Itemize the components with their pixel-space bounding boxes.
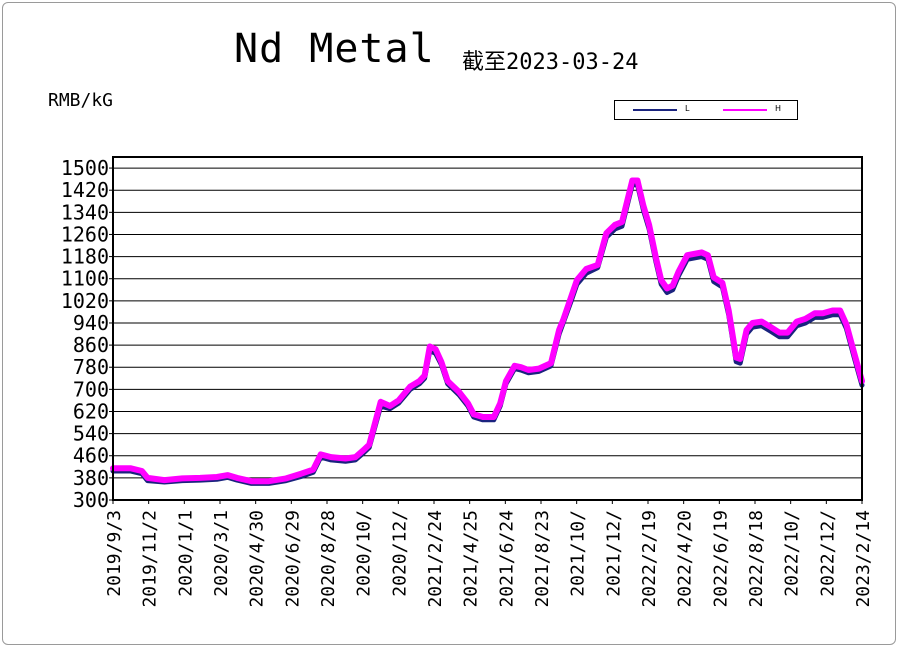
x-tick-label: 2021/4/25 (461, 510, 482, 608)
x-tick-label: 2020/12/ (389, 510, 410, 597)
x-tick-label: 2022/4/20 (675, 510, 696, 608)
plot-border (112, 156, 863, 501)
x-tick-label: 2020/3/1 (211, 510, 232, 597)
plot-area (113, 157, 862, 500)
x-tick-label: 2022/10/ (782, 510, 803, 597)
y-tick-label: 1340 (61, 200, 109, 224)
y-tick-label: 1500 (61, 156, 109, 180)
y-tick-label: 940 (73, 311, 109, 335)
legend-swatch-l (633, 109, 677, 111)
x-tick-label: 2019/11/2 (140, 510, 161, 608)
x-tick-label: 2021/8/23 (532, 510, 553, 608)
x-tick-label: 2023/2/14 (853, 510, 874, 608)
x-tick-label: 2021/12/ (603, 510, 624, 597)
y-tick-label: 380 (73, 466, 109, 490)
x-tick-label: 2020/1/1 (175, 510, 196, 597)
y-tick-label: 460 (73, 444, 109, 468)
x-tick-label: 2021/6/24 (496, 510, 517, 608)
y-tick-label: 1180 (61, 245, 109, 269)
y-tick-label: 1420 (61, 178, 109, 202)
chart-title: Nd Metal (234, 26, 435, 72)
x-tick-label: 2021/2/24 (425, 510, 446, 608)
y-tick-label: 1260 (61, 222, 109, 246)
y-tick-label: 860 (73, 333, 109, 357)
y-tick-label: 780 (73, 355, 109, 379)
y-tick-label: 1100 (61, 267, 109, 291)
x-tick-label: 2022/6/19 (710, 510, 731, 608)
legend-swatch-h (723, 109, 767, 111)
x-tick-label: 2022/2/19 (639, 510, 660, 608)
y-tick-label: 620 (73, 399, 109, 423)
legend: L H (614, 100, 798, 120)
x-tick-label: 2022/12/ (817, 510, 838, 597)
x-tick-label: 2021/10/ (568, 510, 589, 597)
x-tick-label: 2020/4/30 (247, 510, 268, 608)
x-tick-label: 2020/6/29 (282, 510, 303, 608)
legend-label-h: H (775, 104, 782, 113)
x-tick-label: 2019/9/3 (104, 510, 125, 597)
series-line-h (110, 177, 865, 485)
x-tick-label: 2020/8/28 (318, 510, 339, 608)
y-axis-unit: RMB/kG (48, 90, 114, 111)
y-tick-label: 540 (73, 422, 109, 446)
y-tick-label: 700 (73, 377, 109, 401)
chart-subtitle: 截至2023-03-24 (462, 50, 639, 75)
legend-label-l: L (685, 104, 690, 113)
y-tick-label: 300 (73, 488, 109, 512)
x-tick-label: 2022/8/18 (746, 510, 767, 608)
y-tick-label: 1020 (61, 289, 109, 313)
x-tick-label: 2020/10/ (354, 510, 375, 597)
